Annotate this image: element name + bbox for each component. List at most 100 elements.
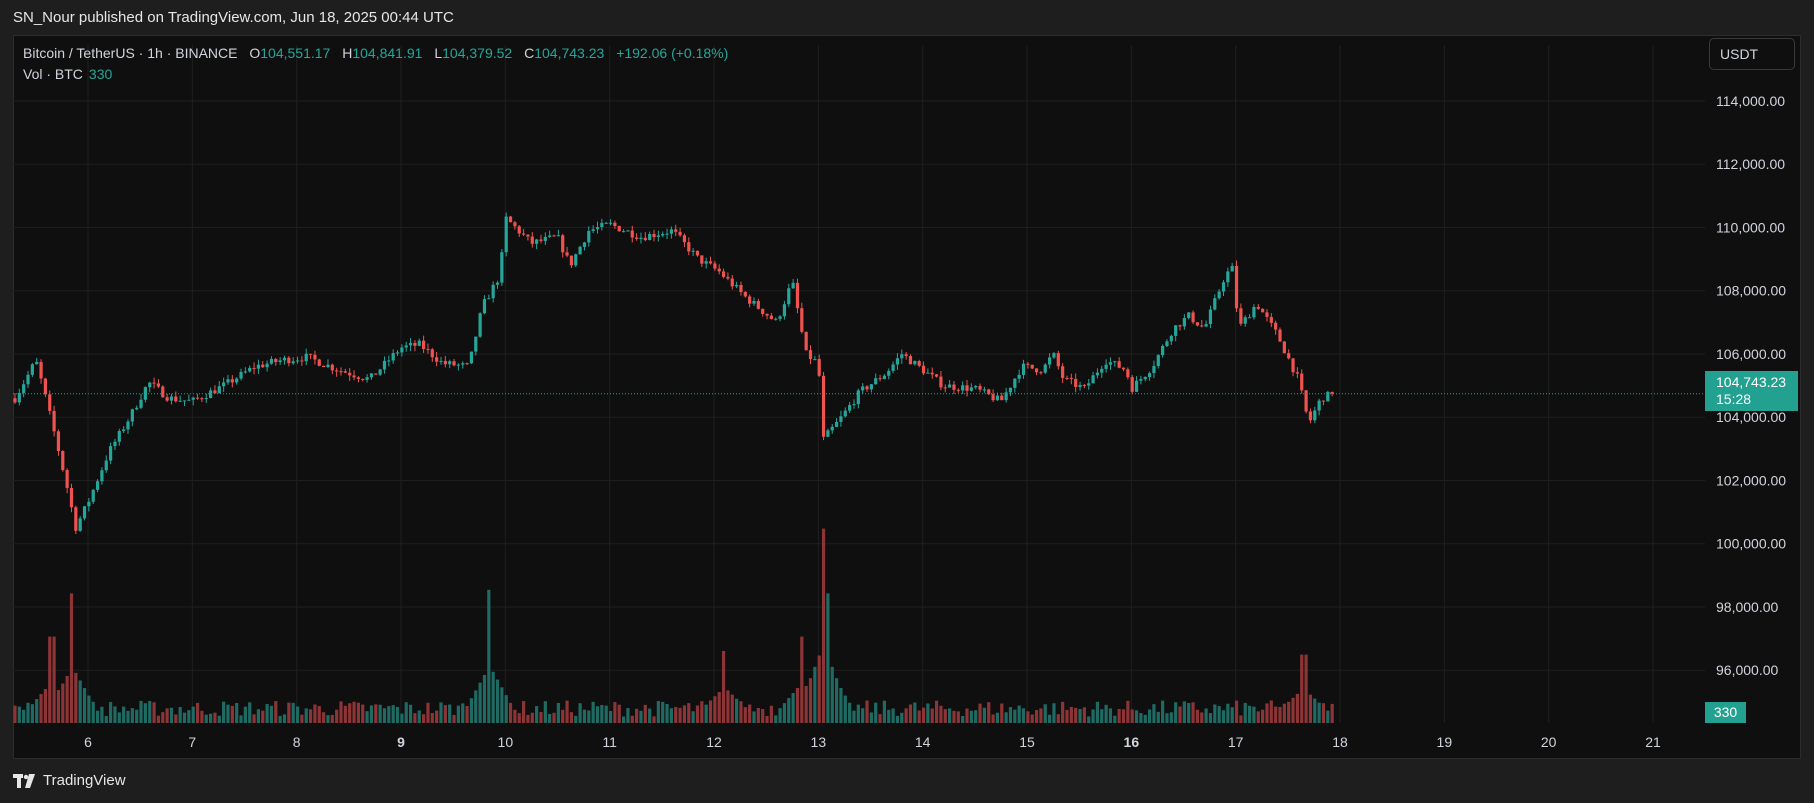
candle-body [969, 387, 973, 391]
candle-body [1221, 282, 1226, 292]
volume-bar [1026, 711, 1030, 723]
candle-body [882, 375, 887, 379]
volume-bar [1130, 709, 1134, 723]
y-tick-label: 112,000.00 [1716, 156, 1785, 172]
volume-bar [478, 682, 482, 723]
candle-body [482, 299, 487, 314]
volume-bar [913, 702, 917, 723]
candle-body [874, 378, 878, 385]
candle-body [13, 398, 17, 403]
candle-body [982, 389, 986, 391]
volume-bar [504, 695, 508, 723]
candle-body [852, 404, 856, 406]
volume-bar [1295, 693, 1299, 723]
volume-bar [982, 707, 986, 723]
candle-body [1308, 411, 1313, 421]
candle-body [743, 291, 747, 297]
volume-bar [252, 714, 256, 723]
candle-body [156, 383, 161, 387]
candle-body [861, 386, 865, 391]
candle-body [352, 375, 356, 378]
volume-bar [1265, 703, 1269, 723]
candle-body [561, 235, 565, 253]
symbol-label[interactable]: Bitcoin / TetherUS · 1h · BINANCE [23, 45, 238, 61]
candle-body [691, 250, 695, 252]
volume-bar [726, 690, 730, 723]
volume-bar [17, 706, 21, 723]
change-value: +192.06 (+0.18%) [616, 45, 729, 61]
candle-body [891, 364, 895, 371]
footer-brand[interactable]: TradingView [13, 772, 126, 789]
candle-body [326, 364, 330, 368]
grid-lines [13, 45, 1705, 723]
candle-body [295, 360, 300, 362]
volume-bar [204, 714, 208, 723]
candle-body [1208, 309, 1213, 325]
volume-bar [1013, 709, 1017, 723]
volume-bar [1134, 710, 1139, 723]
volume-bar [13, 705, 17, 723]
candle-body [417, 340, 421, 346]
candle-body [974, 385, 978, 388]
x-tick-label: 7 [188, 734, 196, 750]
candle-body [1317, 400, 1321, 411]
candle-body [274, 358, 278, 362]
volume-bar [1117, 708, 1121, 723]
candle-body [721, 271, 726, 277]
candle-body [487, 298, 491, 300]
volume-label[interactable]: Vol · BTC [23, 66, 83, 82]
candle-body [291, 361, 295, 364]
volume-bar [965, 708, 969, 723]
volume-bar [721, 651, 726, 723]
volume-bar [574, 715, 578, 723]
candle-body [65, 470, 69, 488]
volume-bar [526, 714, 530, 723]
volume-bar [143, 703, 147, 723]
volume-bar [648, 708, 652, 723]
volume-bar [587, 710, 591, 723]
candle-body [52, 410, 56, 432]
candle-body [1282, 341, 1286, 354]
volume-bar [1287, 701, 1291, 723]
volume-bar [1161, 700, 1165, 723]
x-tick-label: 8 [293, 734, 301, 750]
volume-bar [1269, 700, 1273, 723]
volume-bar [452, 714, 456, 723]
candle-body [995, 395, 1000, 401]
volume-bar [1204, 708, 1208, 723]
x-tick-label: 19 [1437, 734, 1453, 750]
candle-body [117, 431, 121, 442]
volume-bar [1021, 708, 1026, 723]
volume-bar [78, 680, 82, 723]
candle-body [335, 370, 339, 372]
volume-bar [69, 593, 74, 723]
candle-body [191, 397, 195, 400]
candle-body [926, 372, 930, 374]
volume-bar [669, 708, 673, 723]
volume-bar [117, 712, 121, 723]
currency-button[interactable]: USDT [1709, 38, 1795, 70]
candle-body [765, 313, 769, 316]
candle-body [365, 377, 369, 380]
candle-body [1034, 368, 1039, 373]
y-tick-label: 100,000.00 [1716, 536, 1786, 552]
volume-bar [908, 704, 913, 723]
volume-bar [848, 702, 852, 723]
open-value: 104,551.17 [260, 45, 331, 61]
candle-body [1230, 265, 1234, 272]
volume-bar [1300, 654, 1304, 723]
candle-body [839, 416, 843, 422]
volume-bar [265, 703, 269, 723]
x-tick-label: 13 [811, 734, 827, 750]
candle-body [478, 313, 482, 337]
candle-body [826, 430, 830, 437]
volume-bar [317, 706, 321, 723]
y-tick-label: 110,000.00 [1716, 219, 1785, 235]
volume-bar [1078, 708, 1082, 723]
volume-bar [1191, 702, 1195, 723]
candle-body [908, 356, 913, 365]
chart-frame[interactable] [13, 35, 1801, 759]
volume-bar [1139, 713, 1143, 723]
volume-bar [604, 705, 608, 723]
